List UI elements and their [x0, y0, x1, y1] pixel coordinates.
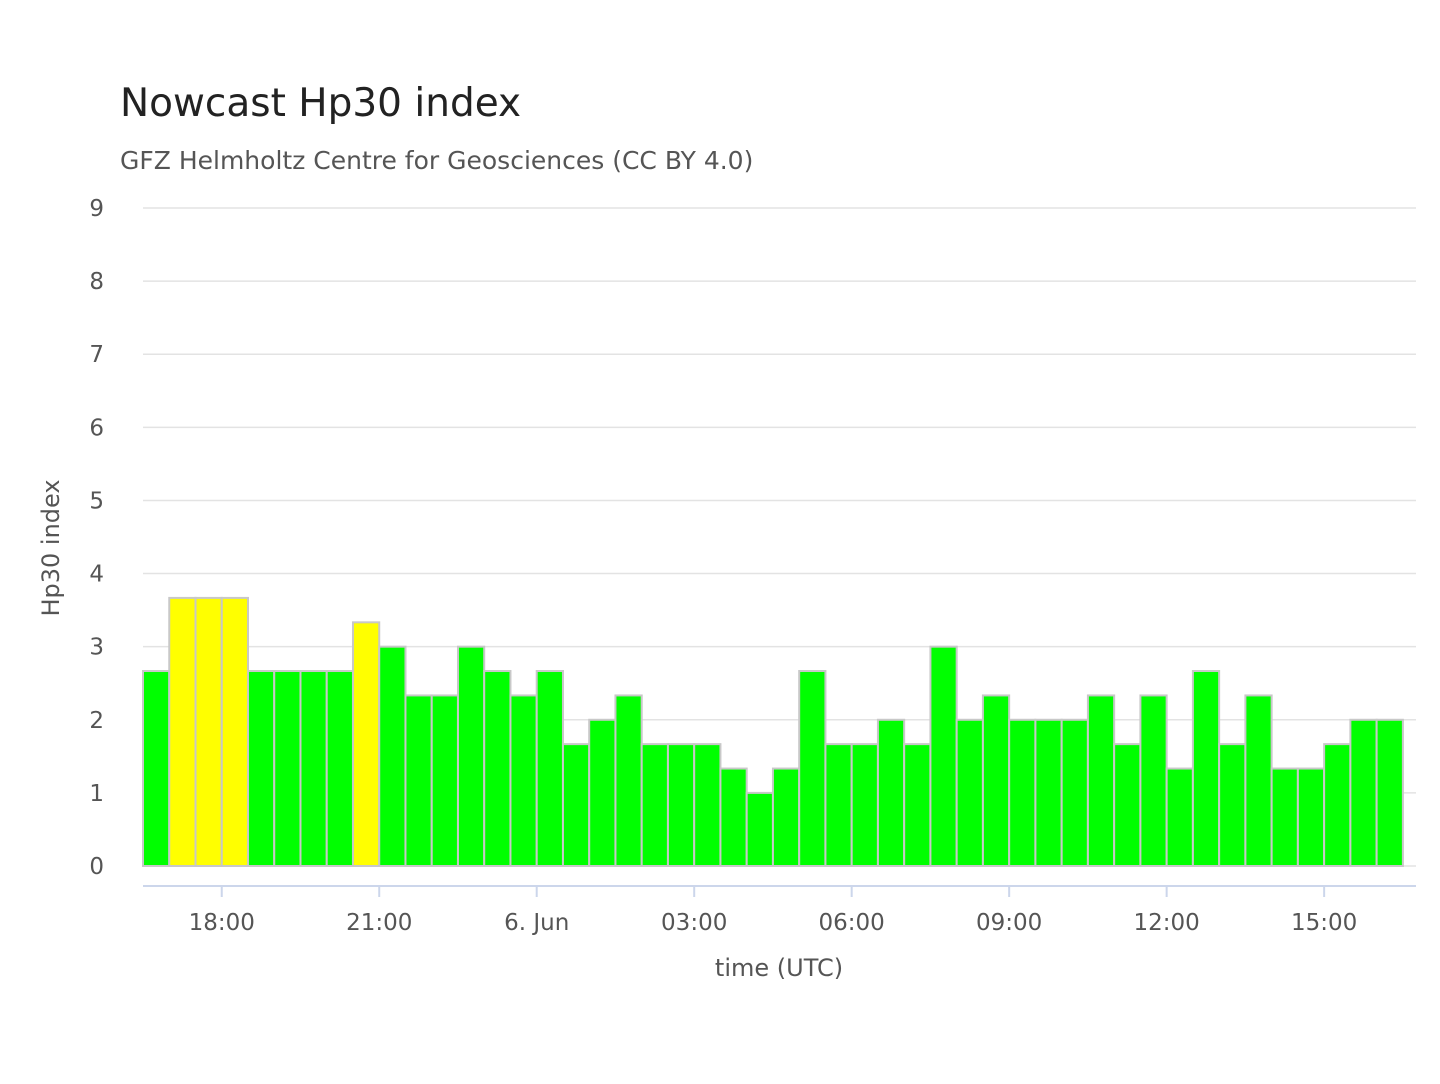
x-axis-ticks: 18:00 21:00 6. Jun 03:00 06:00 09:00 12:00 15:0…	[189, 886, 1357, 936]
bar	[1113, 743, 1142, 867]
x-tick-label: 18:00	[189, 910, 255, 936]
bar	[1165, 767, 1194, 868]
y-axis-title: Hp30 index	[37, 479, 65, 616]
bar	[1218, 743, 1247, 867]
y-tick-label: 1	[89, 781, 104, 807]
bar	[246, 670, 276, 868]
y-tick-label: 2	[89, 708, 104, 734]
bar	[614, 694, 643, 867]
bar	[850, 743, 879, 867]
bars	[142, 596, 1404, 868]
x-tick-label: 12:00	[1134, 910, 1200, 936]
bar	[1008, 718, 1037, 867]
bar	[745, 791, 774, 868]
bar	[1296, 767, 1326, 868]
chart-title: Nowcast Hp30 index	[120, 81, 521, 126]
bar	[509, 694, 538, 867]
y-tick-label: 6	[89, 415, 104, 441]
bar	[981, 694, 1011, 867]
bar	[456, 645, 486, 868]
bar	[1270, 767, 1299, 868]
bar	[666, 743, 696, 867]
y-tick-label: 4	[89, 562, 104, 588]
bar	[929, 645, 958, 868]
bar	[824, 743, 853, 867]
bar	[430, 694, 459, 867]
bar	[168, 596, 197, 867]
bar	[378, 645, 407, 868]
bar	[194, 596, 223, 867]
bar	[220, 596, 249, 867]
bar	[325, 670, 354, 868]
bar	[1244, 694, 1273, 867]
bar	[955, 718, 984, 867]
bar	[561, 743, 591, 867]
bar	[1086, 694, 1116, 867]
x-tick-label: 03:00	[661, 910, 727, 936]
bar	[1349, 718, 1378, 867]
bar	[771, 767, 801, 868]
bar	[693, 743, 722, 867]
bar	[142, 670, 171, 868]
bar	[1375, 718, 1404, 867]
bar	[1323, 743, 1352, 867]
bar	[798, 670, 827, 868]
bar	[588, 718, 617, 867]
y-tick-label: 5	[89, 488, 104, 514]
y-tick-label: 8	[89, 269, 104, 295]
y-tick-label: 0	[89, 854, 104, 880]
bar	[640, 743, 669, 867]
y-tick-label: 7	[89, 342, 104, 368]
bar	[351, 621, 381, 868]
x-tick-label: 09:00	[976, 910, 1042, 936]
x-tick-label: 21:00	[346, 910, 412, 936]
bar	[719, 767, 748, 868]
x-axis-title: time (UTC)	[715, 954, 843, 982]
x-tick-label: 06:00	[819, 910, 885, 936]
bar	[1191, 670, 1221, 868]
bar	[1034, 718, 1063, 867]
y-axis-tick-labels: 0 1 2 3 4 5 6 7 8 9	[89, 196, 104, 880]
bar	[273, 670, 302, 868]
bar	[876, 718, 906, 867]
bar	[404, 694, 433, 867]
bar	[483, 670, 512, 868]
chart-subtitle: GFZ Helmholtz Centre for Geosciences (CC…	[120, 146, 753, 175]
bar	[1139, 694, 1168, 867]
bar	[1060, 718, 1089, 867]
x-tick-label: 15:00	[1291, 910, 1357, 936]
y-tick-label: 3	[89, 635, 104, 661]
x-tick-label: 6. Jun	[504, 910, 569, 936]
bar	[299, 670, 328, 868]
bar	[903, 743, 932, 867]
y-tick-label: 9	[89, 196, 104, 222]
bar	[535, 670, 564, 868]
